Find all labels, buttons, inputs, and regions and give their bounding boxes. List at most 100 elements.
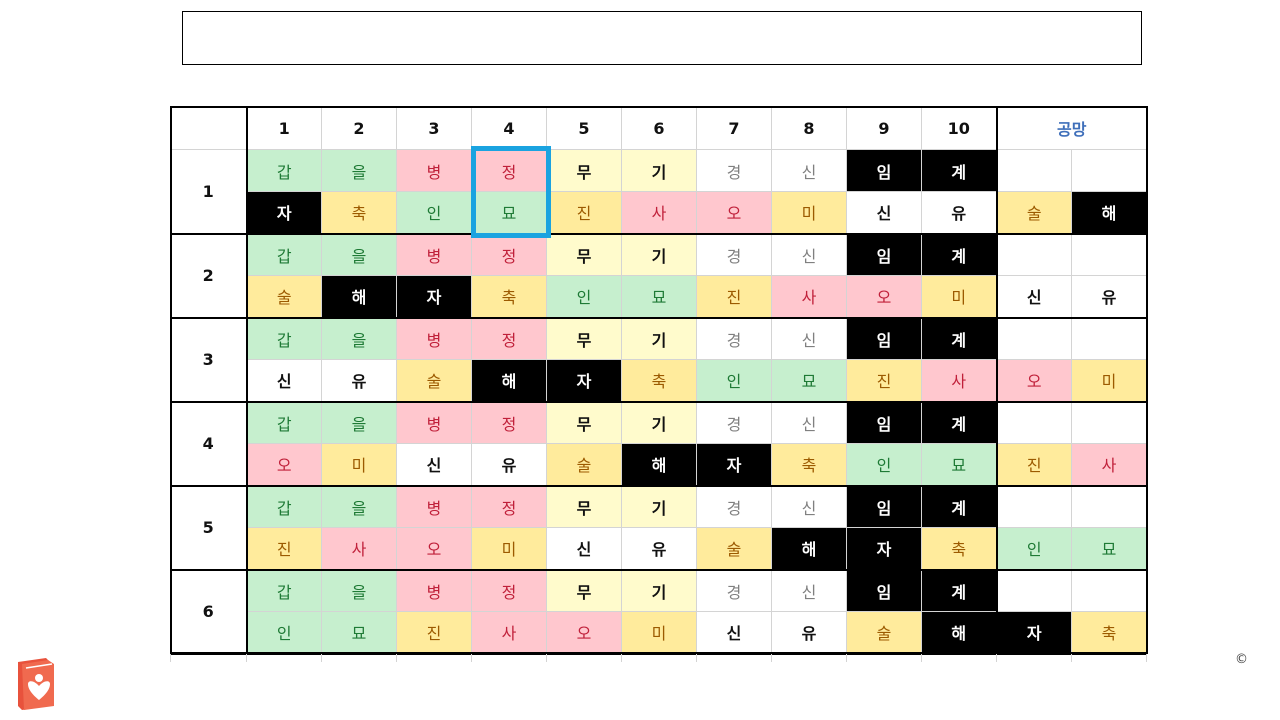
col-header-7: 7: [696, 106, 772, 150]
gongmang-empty-cell: [995, 484, 1072, 528]
stem-cell: 을: [321, 568, 397, 612]
stem-cell: 무: [546, 232, 622, 276]
stem-cell: 계: [921, 232, 997, 276]
branch-cell: 자: [245, 191, 322, 235]
stem-cell: 무: [546, 484, 622, 528]
branch-cell: 진: [696, 275, 772, 319]
gongmang-cell: 축: [1071, 611, 1147, 655]
stem-cell: 임: [846, 232, 922, 276]
branch-cell: 신: [696, 611, 772, 655]
grid-tick: [396, 654, 397, 662]
stem-cell: 을: [321, 400, 397, 444]
col-header-2: 2: [321, 106, 397, 150]
gongmang-empty-cell: [1071, 232, 1147, 276]
stem-cell: 을: [321, 232, 397, 276]
branch-cell: 자: [846, 527, 922, 571]
branch-cell: 사: [471, 611, 547, 655]
branch-cell: 인: [696, 359, 772, 403]
stem-cell: 갑: [245, 149, 322, 192]
gongmang-empty-cell: [1071, 568, 1147, 612]
branch-cell: 묘: [771, 359, 847, 403]
branch-cell: 신: [546, 527, 622, 571]
corner-cell: [170, 106, 247, 150]
stem-cell: 갑: [245, 484, 322, 528]
branch-cell: 인: [396, 191, 472, 235]
table-outer-border: [170, 106, 1148, 654]
branch-cell: 묘: [321, 611, 397, 655]
grid-tick: [471, 654, 472, 662]
stem-cell: 정: [471, 316, 547, 360]
heart-book-logo-icon: [18, 658, 54, 710]
col-header-5: 5: [546, 106, 622, 150]
copyright-mark: ©: [1235, 652, 1248, 667]
branch-cell: 묘: [621, 275, 697, 319]
branch-cell: 사: [771, 275, 847, 319]
grid-tick: [1071, 654, 1072, 662]
stem-cell: 기: [621, 232, 697, 276]
stem-cell: 무: [546, 400, 622, 444]
gongmang-cell: 술: [995, 191, 1072, 235]
stem-cell: 경: [696, 484, 772, 528]
row-label: 3: [170, 316, 247, 403]
header-row: 1 2 3 4 5 6 7 8 9 10 공망: [170, 106, 1147, 150]
branch-cell: 진: [846, 359, 922, 403]
stem-cell: 무: [546, 316, 622, 360]
gongmang-cell: 인: [995, 527, 1072, 571]
branch-cell: 사: [621, 191, 697, 235]
branch-cell: 인: [546, 275, 622, 319]
stem-cell: 신: [771, 316, 847, 360]
stem-cell: 을: [321, 316, 397, 360]
branch-cell: 신: [396, 443, 472, 487]
branch-cell: 자: [546, 359, 622, 403]
stem-cell: 임: [846, 568, 922, 612]
branch-cell: 유: [921, 191, 997, 235]
branch-cell: 미: [621, 611, 697, 655]
stem-cell: 갑: [245, 232, 322, 276]
gongmang-cell: 신: [995, 275, 1072, 319]
branch-cell: 신: [245, 359, 322, 403]
stem-cell: 갑: [245, 400, 322, 444]
stem-cell: 기: [621, 149, 697, 192]
branch-cell: 축: [621, 359, 697, 403]
stem-cell: 병: [396, 316, 472, 360]
stem-cell: 정: [471, 400, 547, 444]
branch-cell: 미: [921, 275, 997, 319]
gongmang-empty-cell: [995, 232, 1072, 276]
branch-cell: 술: [396, 359, 472, 403]
stem-cell: 계: [921, 400, 997, 444]
branch-cell: 해: [621, 443, 697, 487]
branch-cell: 축: [321, 191, 397, 235]
grid-tick: [546, 654, 547, 662]
branch-cell: 자: [396, 275, 472, 319]
grid-tick: [321, 654, 322, 662]
branch-cell: 미: [321, 443, 397, 487]
stem-cell: 임: [846, 484, 922, 528]
branch-cell: 유: [621, 527, 697, 571]
branch-cell: 해: [471, 359, 547, 403]
row-label: 4: [170, 400, 247, 487]
gongmang-cell: 진: [995, 443, 1072, 487]
stem-cell: 병: [396, 484, 472, 528]
branch-cell: 오: [696, 191, 772, 235]
stem-cell: 병: [396, 400, 472, 444]
grid-tick: [170, 654, 171, 662]
stem-cell: 기: [621, 484, 697, 528]
branch-cell: 술: [696, 527, 772, 571]
stem-cell: 신: [771, 149, 847, 192]
stem-cell: 갑: [245, 568, 322, 612]
branch-cell: 축: [771, 443, 847, 487]
grid-tick: [1146, 654, 1147, 662]
stem-cell: 병: [396, 232, 472, 276]
col-header-10: 10: [921, 106, 997, 150]
stem-cell: 경: [696, 232, 772, 276]
stem-cell: 임: [846, 316, 922, 360]
stem-cell: 계: [921, 149, 997, 192]
